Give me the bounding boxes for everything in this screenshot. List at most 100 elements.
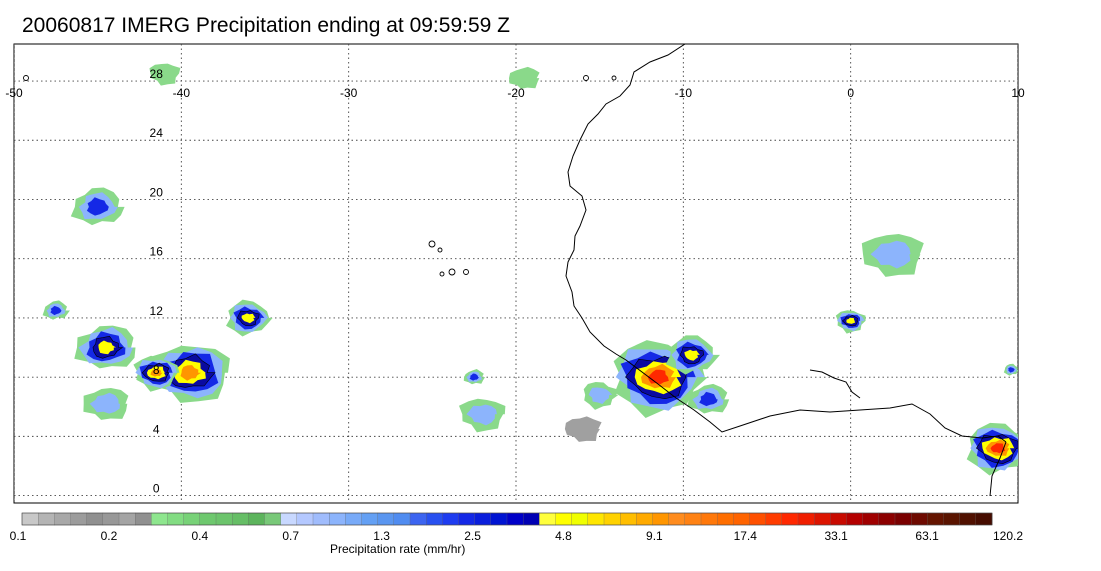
island [463, 269, 469, 275]
storm-cell [70, 187, 125, 226]
colorbar-label: 0.7 [282, 529, 299, 543]
colorbar-swatch [167, 512, 185, 526]
rain-contour-blue [86, 197, 109, 216]
colorbar-label: 17.4 [734, 529, 758, 543]
colorbar-swatch [70, 512, 88, 526]
colorbar-swatch [927, 512, 944, 526]
colorbar-swatch [959, 512, 977, 526]
rain-contour-yellow [846, 317, 856, 324]
longitude-label: 10 [1011, 86, 1025, 100]
longitude-label: 0 [847, 86, 854, 100]
storm-cell [509, 66, 540, 89]
colorbar-swatch [620, 512, 637, 526]
storm-cell [226, 299, 273, 337]
colorbar-swatch [248, 512, 265, 526]
colorbar-swatch [506, 512, 524, 526]
colorbar-swatch [765, 512, 783, 526]
colorbar-swatch [377, 512, 395, 526]
rain-contour-lightblue [588, 387, 613, 404]
colorbar-swatch [911, 512, 928, 526]
latitude-label: 28 [150, 67, 164, 81]
colorbar-label: 9.1 [646, 529, 663, 543]
precipitation-cells [42, 63, 1018, 476]
island [448, 268, 456, 276]
storm-cell [42, 300, 70, 320]
island [439, 271, 445, 277]
colorbar-swatch [118, 512, 136, 526]
colorbar-label: 0.4 [191, 529, 208, 543]
colorbar-label: 0.2 [101, 529, 118, 543]
longitude-label: -10 [675, 86, 693, 100]
colorbar-swatch [603, 512, 621, 526]
coast-segment [989, 441, 1007, 497]
africa-west-coast [565, 44, 1007, 443]
islands [23, 75, 617, 277]
storm-cell [83, 388, 129, 420]
colorbar-label: 63.1 [915, 529, 939, 543]
island [583, 75, 589, 81]
rain-contour-lightblue [870, 240, 911, 269]
colorbar-swatch [636, 512, 653, 526]
colorbar-swatch [846, 512, 864, 526]
colorbar-swatch [830, 512, 847, 526]
colorbar-label: 2.5 [464, 529, 481, 543]
latitude-tick-labels: 0 4 8 12 16 20 24 28 [150, 67, 164, 496]
colorbar-swatch [975, 512, 993, 526]
colorbar-label: 33.1 [825, 529, 849, 543]
colorbar-swatch [781, 512, 799, 526]
colorbar-swatch [652, 512, 670, 526]
colorbar-title: Precipitation rate (mm/hr) [330, 542, 466, 556]
colorbar-swatch [21, 512, 39, 526]
rain-contour-lightblue [89, 392, 120, 414]
rain-contour-blue [50, 305, 62, 316]
rain-contour-blue [1008, 367, 1015, 373]
colorbar-label: 120.2 [993, 529, 1023, 543]
colorbar-swatch [102, 512, 120, 526]
island [611, 75, 617, 81]
island [23, 75, 29, 81]
colorbar-swatch [409, 512, 427, 526]
colorbar-swatch [684, 512, 702, 526]
rain-contour-green [509, 66, 540, 89]
colorbar [21, 512, 993, 526]
colorbar-swatch [814, 512, 831, 526]
colorbar-swatch [296, 512, 314, 526]
colorbar-swatch [474, 512, 492, 526]
latitude-label: 4 [153, 422, 160, 436]
colorbar-label: 0.1 [10, 529, 27, 543]
storm-cell [74, 325, 136, 369]
storm-cell [687, 383, 730, 414]
colorbar-label: 1.3 [373, 529, 390, 543]
colorbar-swatch [312, 512, 330, 526]
colorbar-swatch [587, 512, 605, 526]
coastline [565, 44, 1007, 497]
colorbar-swatch [717, 512, 734, 526]
latitude-label: 8 [153, 363, 160, 377]
colorbar-swatch [135, 512, 152, 526]
colorbar-swatch [361, 512, 379, 526]
colorbar-swatch [539, 512, 556, 526]
latitude-label: 20 [150, 185, 164, 199]
colorbar-swatch [215, 512, 233, 526]
colorbar-swatch [54, 512, 71, 526]
latitude-label: 24 [150, 126, 164, 140]
rain-contour-yellow [684, 349, 700, 361]
storm-cell [1003, 363, 1018, 376]
colorbar-label: 4.8 [555, 529, 572, 543]
rain-contour-blue [469, 373, 479, 381]
colorbar-swatch [862, 512, 880, 526]
rain-contour-lightblue [466, 404, 497, 426]
island [437, 247, 443, 253]
colorbar-swatch [458, 512, 476, 526]
colorbar-swatch [878, 512, 896, 526]
colorbar-swatch [442, 512, 459, 526]
colorbar-swatch [668, 512, 686, 526]
colorbar-swatch [183, 512, 201, 526]
longitude-label: -40 [173, 86, 191, 100]
colorbar-swatch [894, 512, 912, 526]
rain-contour-green [149, 63, 181, 86]
map-title: 20060817 IMERG Precipitation ending at 0… [22, 14, 510, 37]
storm-cell [149, 63, 181, 86]
rain-contour-yellow [98, 340, 116, 355]
